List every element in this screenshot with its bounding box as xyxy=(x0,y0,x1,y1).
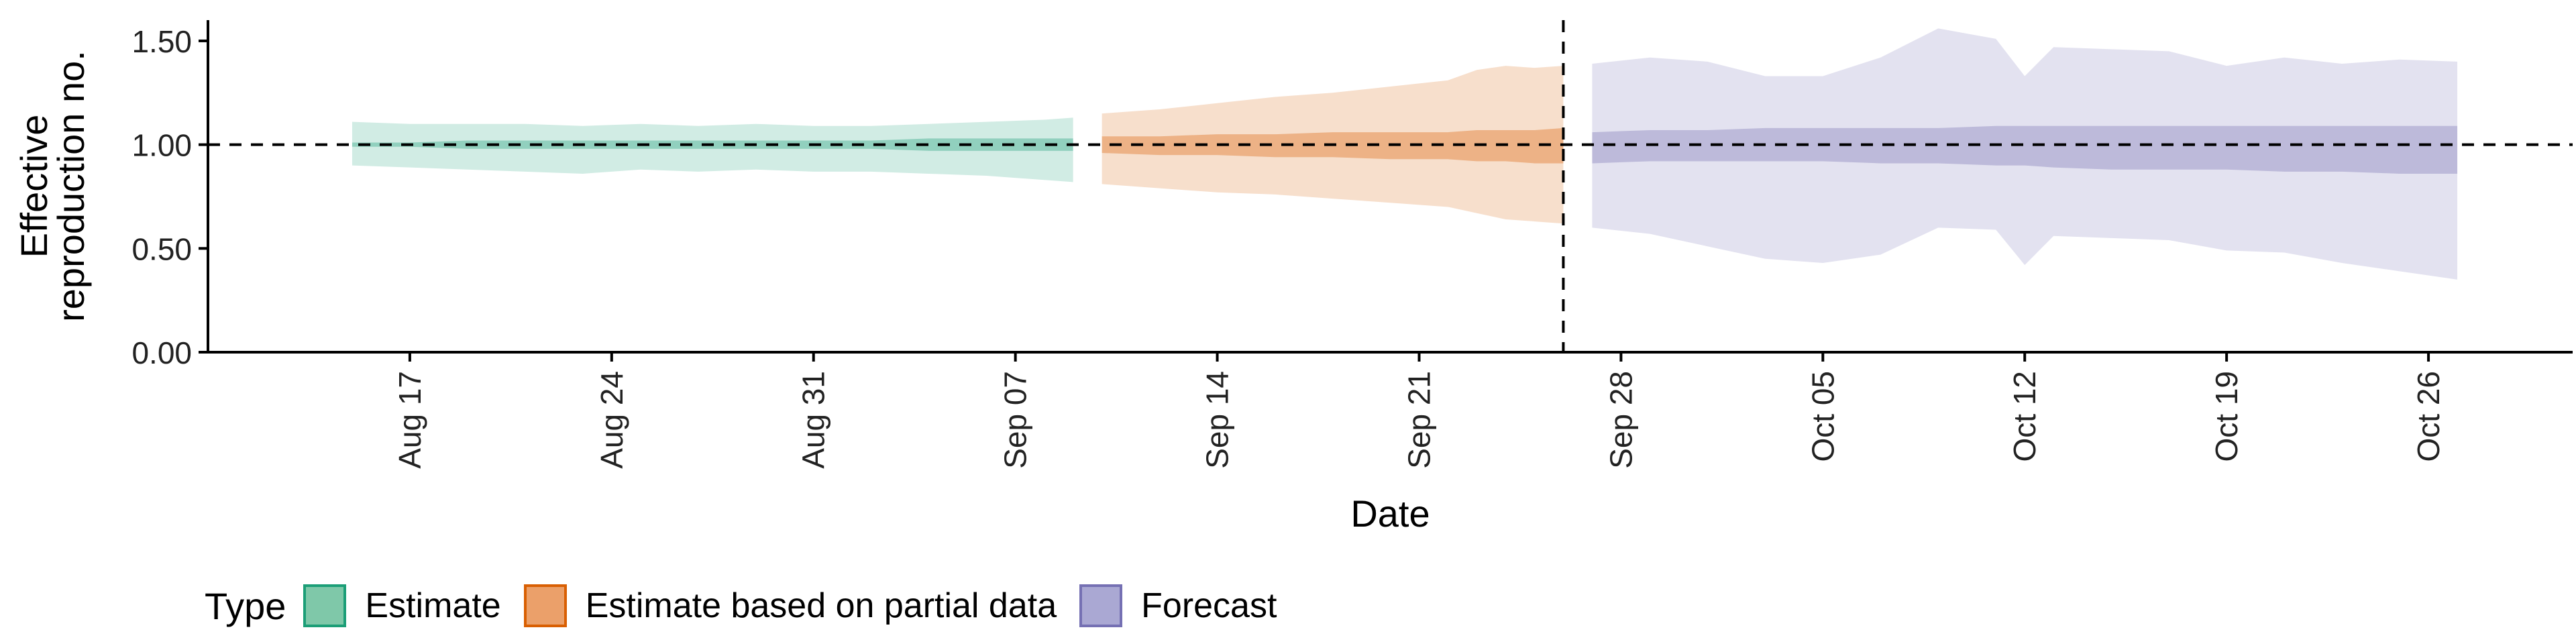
y-tick-label: 0.50 xyxy=(131,231,192,266)
band-inner-forecast xyxy=(1592,125,2458,174)
y-axis-ticks: 0.00 0.50 1.00 1.50 xyxy=(131,24,208,370)
x-tick-label: Sep 14 xyxy=(1200,371,1235,469)
x-tick-label: Aug 17 xyxy=(392,371,427,469)
x-tick-label: Oct 05 xyxy=(1805,371,1840,462)
x-axis-title: Date xyxy=(1350,492,1430,535)
y-tick-label: 0.00 xyxy=(131,335,192,370)
x-tick-label: Oct 26 xyxy=(2411,371,2446,462)
legend-key-forecast xyxy=(1079,584,1123,627)
legend-item-forecast: Forecast xyxy=(1079,584,1277,627)
y-tick-label: 1.50 xyxy=(131,24,192,59)
y-axis-title-line-2: reproduction no. xyxy=(50,50,92,322)
x-tick-label: Aug 24 xyxy=(594,371,629,469)
x-tick-label: Sep 21 xyxy=(1401,371,1436,469)
rt-chart: 0.00 0.50 1.00 1.50 Aug 17 Aug 24 Aug 31 Sep 0… xyxy=(13,20,2573,535)
x-tick-label: Sep 28 xyxy=(1603,371,1638,469)
band-outer-estimate xyxy=(352,117,1073,182)
legend-label-partial-estimate: Estimate based on partial data xyxy=(585,586,1057,625)
legend-item-estimate: Estimate xyxy=(303,584,501,627)
x-tick-label: Oct 19 xyxy=(2209,371,2244,462)
x-axis-ticks: Aug 17 Aug 24 Aug 31 Sep 07 Sep 14 Sep 21 Sep … xyxy=(392,352,2446,469)
y-axis-title-line-1: Effective xyxy=(13,115,55,258)
legend-title: Type xyxy=(205,584,286,627)
series-bands xyxy=(352,28,2458,280)
legend-label-forecast: Forecast xyxy=(1141,586,1277,625)
legend-key-estimate xyxy=(303,584,347,627)
legend-label-estimate: Estimate xyxy=(365,586,501,625)
legend-item-partial-estimate: Estimate based on partial data xyxy=(523,584,1057,627)
legend-key-partial-estimate xyxy=(523,584,567,627)
x-tick-label: Aug 31 xyxy=(796,371,831,469)
x-tick-label: Sep 07 xyxy=(998,371,1033,469)
band-outer-forecast xyxy=(1592,28,2458,280)
legend: Type Estimate Estimate based on partial … xyxy=(205,576,1299,636)
x-tick-label: Oct 12 xyxy=(2007,371,2042,462)
y-tick-label: 1.00 xyxy=(131,128,192,163)
